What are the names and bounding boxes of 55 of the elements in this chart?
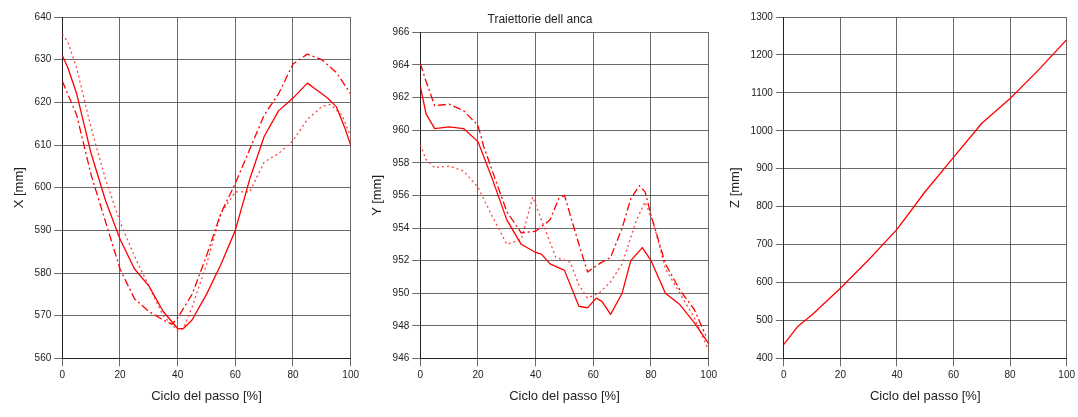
y-tick-label: 966	[392, 26, 410, 38]
chart-title: Traiettorie dell anca	[487, 11, 593, 26]
y-tick-label: 952	[392, 254, 410, 266]
y-tick-label: 800	[756, 200, 774, 212]
x-tick-label: 40	[530, 369, 542, 381]
x-tick-label: 80	[1004, 369, 1017, 381]
y-tick-label: 620	[34, 96, 52, 108]
y-tick-label: 954	[392, 221, 410, 233]
x-tick-label: 20	[472, 369, 484, 381]
x-tick-label: 80	[287, 369, 299, 381]
x-tick-label: 60	[947, 369, 960, 381]
y-tick-label: 1200	[750, 48, 774, 60]
y-tick-label: 700	[756, 238, 774, 250]
x-tick-label: 80	[645, 369, 657, 381]
x-axis-title: Ciclo del passo [%]	[151, 387, 262, 403]
x-tick-label: 40	[891, 369, 903, 381]
y-tick-label: 1300	[750, 10, 774, 22]
y-tick-label: 580	[34, 266, 52, 278]
y-tick-label: 610	[34, 138, 52, 150]
x-axis-title: Ciclo del passo [%]	[869, 387, 981, 403]
y-tick-label: 560	[34, 352, 52, 364]
x-tick-label: 60	[229, 369, 242, 381]
y-axis-title: X [mm]	[11, 167, 27, 209]
x-tick-label: 100	[700, 369, 718, 381]
x-tick-label: 20	[114, 369, 126, 381]
y-axis-title: Y [mm]	[369, 174, 385, 216]
y-tick-label: 948	[392, 319, 410, 331]
x-tick-label: 40	[172, 369, 184, 381]
y-tick-label: 600	[756, 276, 774, 288]
y-tick-label: 956	[392, 189, 410, 201]
y-tick-label: 958	[392, 156, 410, 168]
y-tick-label: 900	[756, 162, 774, 174]
y-tick-label: 964	[392, 58, 410, 70]
x-tick-label: 20	[834, 369, 847, 381]
y-tick-label: 962	[392, 91, 410, 103]
y-tick-label: 946	[392, 352, 410, 364]
y-tick-label: 950	[392, 286, 410, 298]
y-tick-label: 570	[34, 309, 52, 321]
x-tick-label: 0	[59, 369, 66, 381]
x-tick-label: 0	[417, 369, 424, 381]
y-axis-title: Z [mm]	[727, 167, 743, 208]
x-tick-label: 60	[587, 369, 600, 381]
y-tick-label: 960	[392, 123, 410, 135]
x-axis-title: Ciclo del passo [%]	[509, 387, 620, 403]
y-tick-label: 500	[756, 314, 774, 326]
y-tick-label: 640	[34, 10, 52, 22]
y-tick-label: 600	[34, 181, 52, 193]
x-tick-label: 0	[781, 369, 788, 381]
y-tick-label: 1100	[751, 86, 774, 98]
y-tick-label: 590	[34, 224, 52, 236]
y-tick-label: 630	[34, 53, 52, 65]
x-tick-label: 100	[342, 369, 360, 381]
y-tick-label: 1000	[750, 124, 774, 136]
y-tick-label: 400	[756, 352, 774, 364]
x-tick-label: 100	[1058, 369, 1076, 381]
